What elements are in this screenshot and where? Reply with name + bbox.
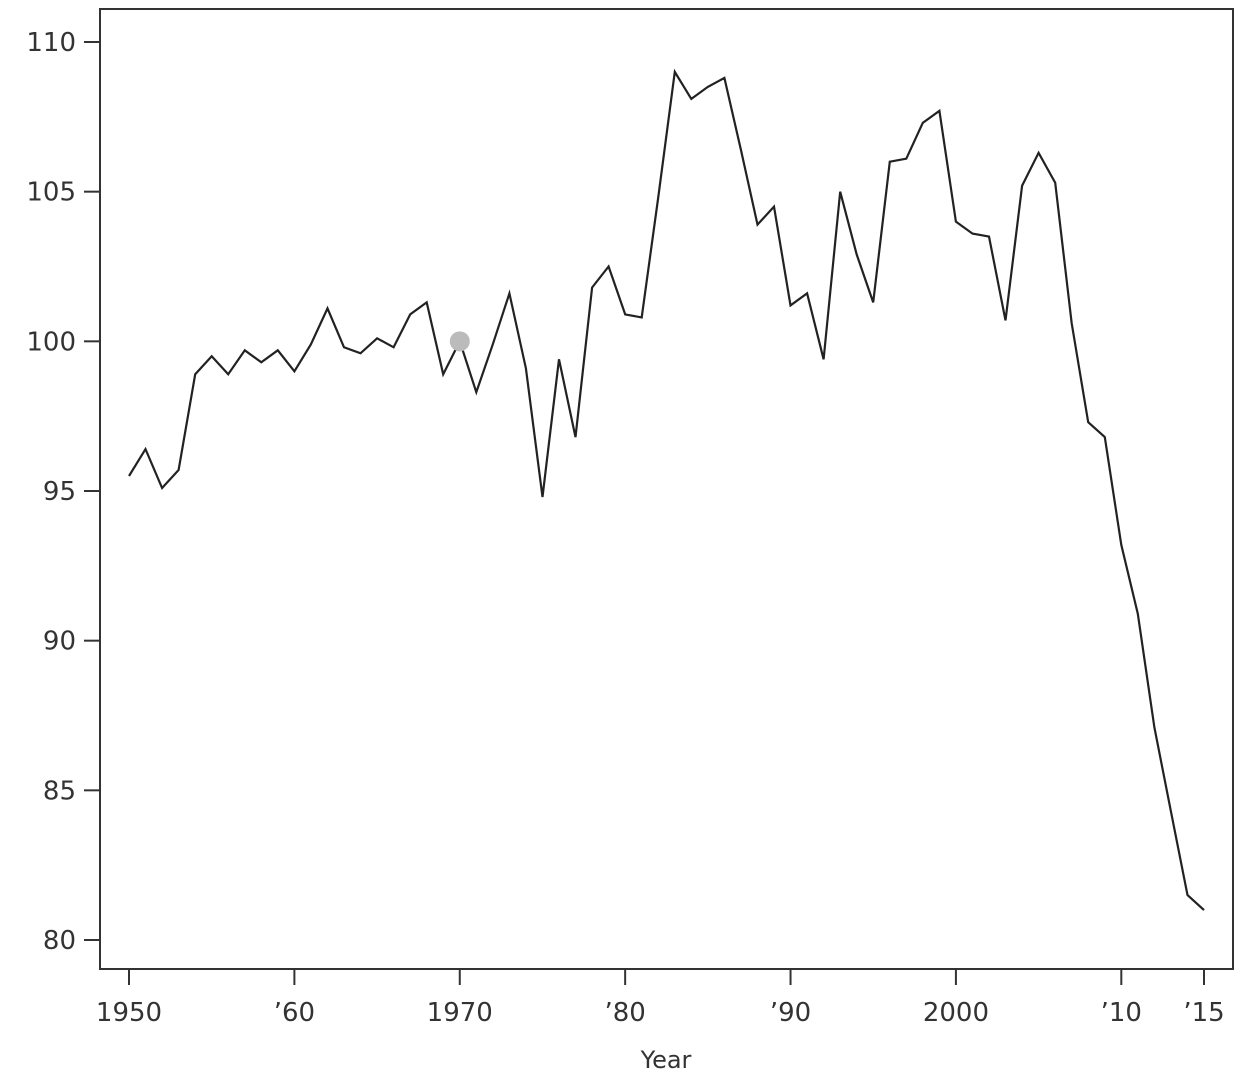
y-tick-label: 95	[43, 477, 76, 507]
x-tick-label: ’60	[274, 998, 315, 1028]
highlight-marker	[449, 331, 470, 352]
y-tick-label: 85	[43, 776, 76, 806]
x-tick-label: ’10	[1101, 998, 1142, 1028]
y-tick-label: 105	[26, 178, 76, 208]
x-tick-label: 2000	[923, 998, 989, 1028]
plot-frame	[99, 8, 1234, 970]
y-tick-label: 110	[26, 28, 76, 58]
y-tick-label: 90	[43, 627, 76, 657]
y-axis: 80 85 90 95 100 105 110	[26, 28, 100, 956]
x-tick-label: 1970	[427, 998, 493, 1028]
x-tick-label: ’90	[770, 998, 811, 1028]
x-axis: 1950 ’60 1970 ’80 ’90 2000 ’10 ’15	[96, 969, 1225, 1028]
series-line	[128, 68, 1205, 911]
x-axis-title: Year	[640, 1046, 692, 1074]
x-tick-label: 1950	[96, 998, 162, 1028]
x-tick-label: ’15	[1183, 998, 1224, 1028]
y-tick-label: 80	[43, 926, 76, 956]
x-tick-label: ’80	[604, 998, 645, 1028]
y-tick-label: 100	[26, 327, 76, 357]
